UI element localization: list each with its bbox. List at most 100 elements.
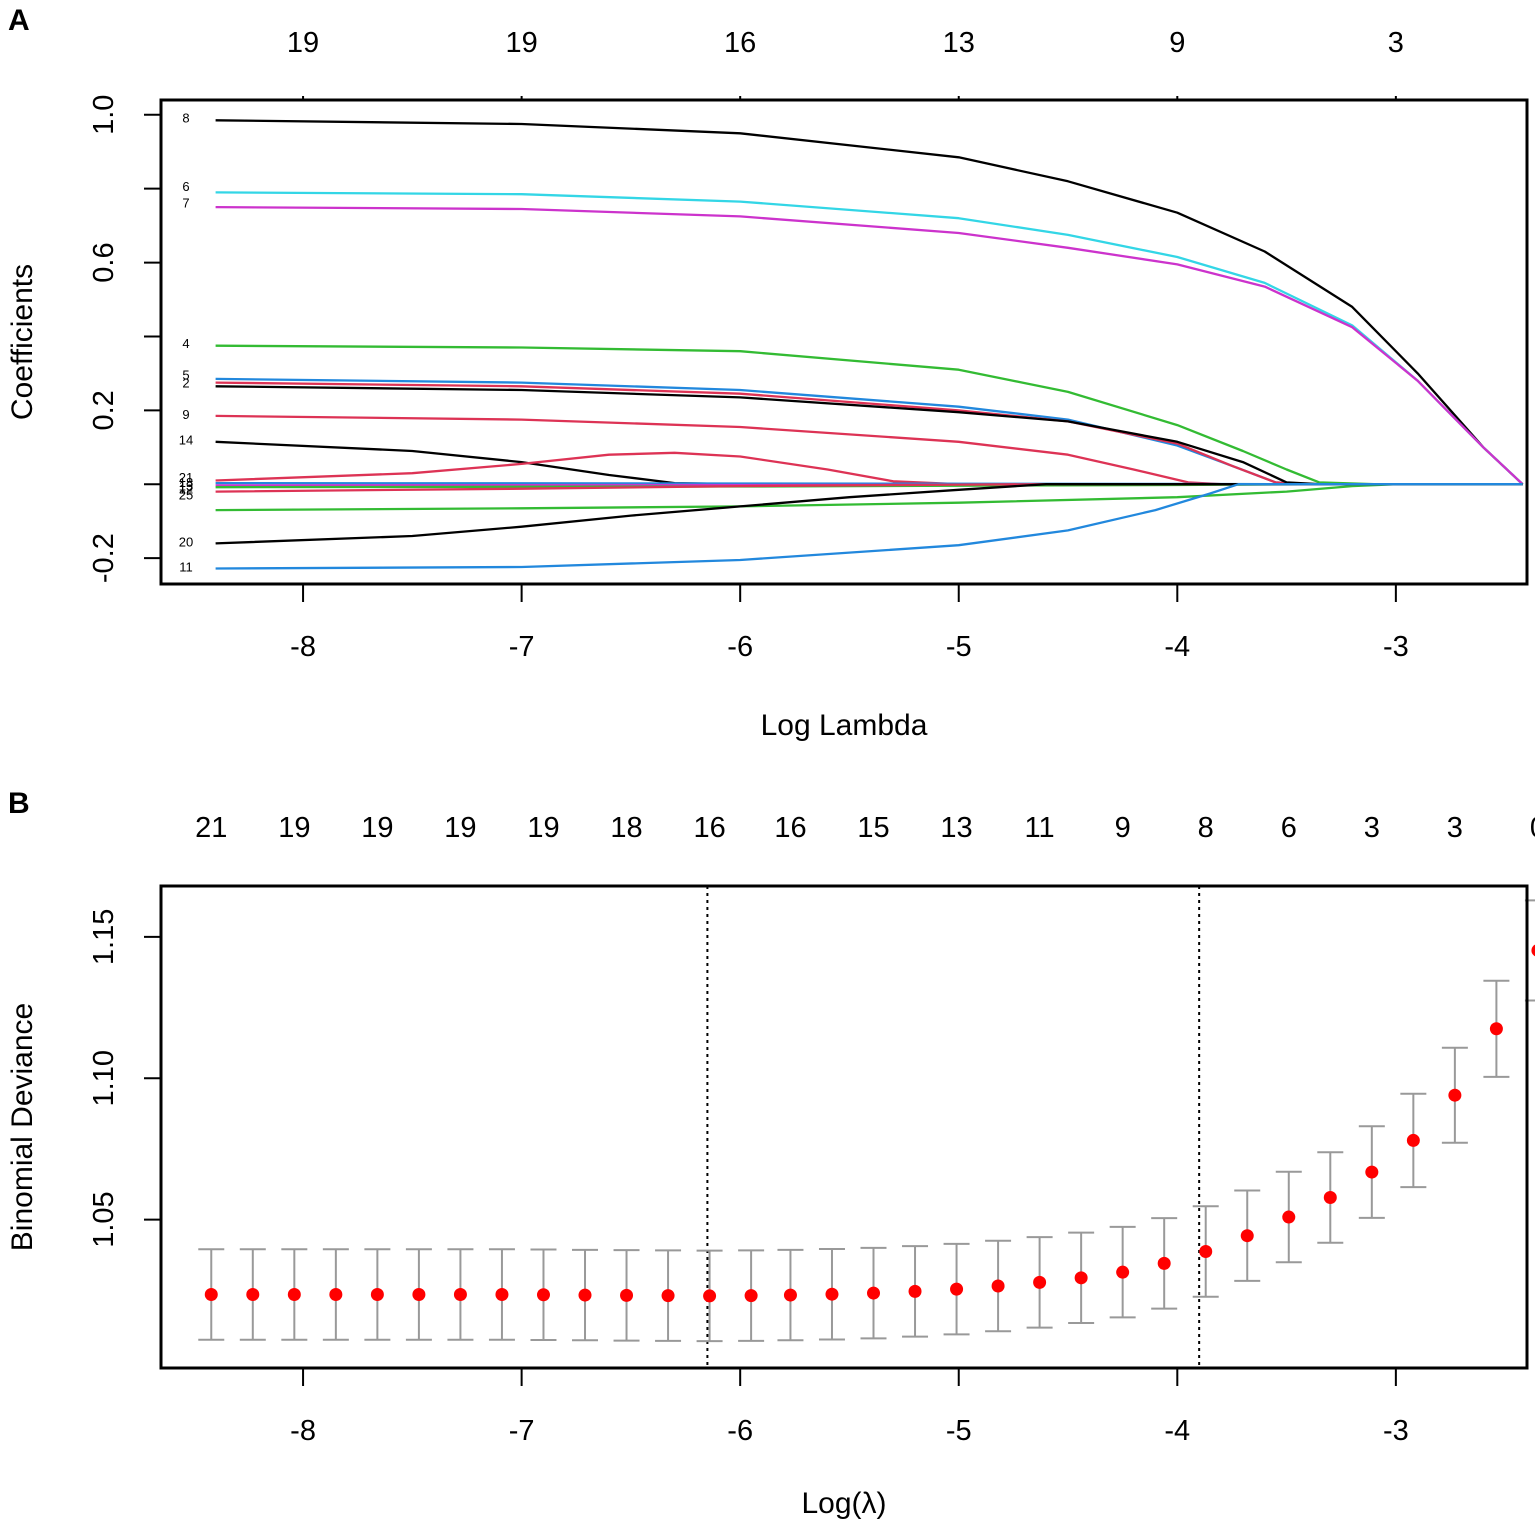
coefficient-path-4 xyxy=(215,344,1523,486)
panel-b-y-axis-title: Binomial Deviance xyxy=(6,1003,39,1251)
deviance-point xyxy=(1074,1271,1088,1285)
coefficient-path-6 xyxy=(215,191,1524,486)
panel-a-y-tick-label: 0.6 xyxy=(88,242,120,282)
panel-a-x-tick-label: -7 xyxy=(509,631,535,663)
panel-a-y-tick-label: -0.2 xyxy=(88,533,120,583)
panel-b-cross-validation: B -8 -7 -6 -5 -4 -3 21 19 19 19 19 18 16 16 15 13 11 9 8 6… xyxy=(6,787,1535,1520)
panel-a-label: A xyxy=(8,4,30,37)
coefficient-path-label-9: 9 xyxy=(182,407,189,422)
panel-a-y-tick-label: 0.2 xyxy=(88,390,120,430)
coefficient-path-5 xyxy=(215,377,1523,486)
lambda-reference-lines xyxy=(706,886,1201,1368)
coefficient-path-21 xyxy=(215,451,1523,486)
deviance-points xyxy=(204,944,1535,1303)
coefficient-path-label-7: 7 xyxy=(182,195,189,210)
coefficient-path-label-20: 20 xyxy=(179,534,193,549)
panel-b-top-tick-label: 8 xyxy=(1198,812,1214,844)
deviance-point xyxy=(1282,1210,1296,1224)
deviance-point xyxy=(1531,944,1535,957)
panel-b-x-axis: -8 -7 -6 -5 -4 -3 xyxy=(290,1367,1409,1447)
deviance-point xyxy=(1157,1256,1171,1270)
deviance-point xyxy=(703,1289,717,1303)
panel-b-plot-frame xyxy=(159,884,1529,1370)
panel-b-top-tick-label: 9 xyxy=(1115,812,1131,844)
coefficient-path-8 xyxy=(215,119,1524,486)
deviance-point xyxy=(370,1287,384,1301)
coefficient-path-label-12: 12 xyxy=(179,481,193,496)
panel-b-x-tick-label: -6 xyxy=(727,1415,753,1447)
panel-b-x-tick-label: -5 xyxy=(946,1415,972,1447)
panel-b-top-tick-label: 19 xyxy=(527,812,559,844)
panel-a-top-axis: 19 19 16 13 9 3 xyxy=(287,27,1404,101)
panel-b-top-tick-label: 11 xyxy=(1025,812,1055,844)
deviance-point xyxy=(1406,1133,1420,1147)
coefficient-path-label-8: 8 xyxy=(182,110,189,125)
panel-b-x-tick-label: -7 xyxy=(509,1415,535,1447)
panel-a-x-tick-label: -4 xyxy=(1164,631,1190,663)
deviance-point xyxy=(1365,1165,1379,1179)
deviance-point xyxy=(1448,1088,1462,1102)
panel-a-top-tick-label: 16 xyxy=(724,27,756,59)
coefficient-path-label-2: 2 xyxy=(182,376,189,391)
panel-a-x-axis-title: Log Lambda xyxy=(761,709,928,742)
panel-b-x-tick-label: -4 xyxy=(1164,1415,1190,1447)
panel-a-top-tick-label: 19 xyxy=(287,27,319,59)
coefficient-path-label-25: 25 xyxy=(179,487,193,502)
deviance-point xyxy=(1033,1275,1047,1289)
deviance-point xyxy=(412,1287,426,1301)
panel-b-top-tick-label: 15 xyxy=(857,812,889,844)
panel-a-top-tick-label: 3 xyxy=(1388,27,1404,59)
deviance-point xyxy=(1323,1191,1337,1205)
deviance-point xyxy=(1116,1265,1130,1279)
panel-a-y-axis-title: Coefficients xyxy=(6,264,39,420)
panel-a-y-tick-label: 1.0 xyxy=(88,95,120,135)
panel-a-top-tick-label: 9 xyxy=(1169,27,1185,59)
panel-b-top-tick-label: 18 xyxy=(610,812,642,844)
panel-b-top-tick-label: 0 xyxy=(1530,812,1535,844)
deviance-point xyxy=(329,1287,343,1301)
panel-a-x-axis: -8 -7 -6 -5 -4 -3 xyxy=(290,583,1409,663)
coefficient-path-label-21: 21 xyxy=(179,470,193,485)
coefficient-path-lines xyxy=(215,119,1524,570)
coefficient-path-11 xyxy=(215,483,1523,570)
panel-a-top-tick-label: 13 xyxy=(943,27,975,59)
coefficient-path-label-11: 11 xyxy=(179,559,193,574)
deviance-point xyxy=(1199,1245,1213,1259)
panel-b-top-tick-label: 19 xyxy=(361,812,393,844)
panel-a-top-tick-label: 19 xyxy=(505,27,537,59)
coefficient-path-label-18: 18 xyxy=(179,475,193,490)
coefficient-path-label-4: 4 xyxy=(182,336,189,351)
panel-b-top-tick-label: 3 xyxy=(1364,812,1380,844)
panel-a-x-tick-label: -3 xyxy=(1383,631,1409,663)
panel-b-x-axis-title: Log(λ) xyxy=(801,1487,886,1520)
panel-b-top-tick-label: 16 xyxy=(774,812,806,844)
coefficient-path-20 xyxy=(215,483,1523,545)
panel-b-top-tick-label: 19 xyxy=(444,812,476,844)
panel-a-plot-frame xyxy=(159,98,1529,586)
coefficient-path-7 xyxy=(215,205,1524,486)
deviance-point xyxy=(620,1288,634,1302)
coefficient-path-2 xyxy=(215,381,1523,486)
deviance-point xyxy=(908,1284,922,1298)
deviance-point xyxy=(495,1287,509,1301)
panel-b-label: B xyxy=(8,787,30,820)
panel-a-x-tick-label: -8 xyxy=(290,631,316,663)
coefficient-path-label-6: 6 xyxy=(182,179,189,194)
deviance-point xyxy=(661,1289,675,1303)
deviance-point xyxy=(744,1289,758,1303)
panel-b-top-tick-label: 19 xyxy=(278,812,310,844)
deviance-point xyxy=(204,1287,218,1301)
deviance-point xyxy=(536,1288,550,1302)
panel-b-top-tick-label: 6 xyxy=(1281,812,1297,844)
deviance-point xyxy=(246,1287,260,1301)
deviance-point xyxy=(1240,1229,1254,1243)
deviance-error-bars xyxy=(198,899,1535,1343)
panel-b-top-tick-label: 3 xyxy=(1447,812,1463,844)
panel-b-top-tick-label: 13 xyxy=(940,812,972,844)
panel-a-x-tick-label: -6 xyxy=(727,631,753,663)
panel-a-x-tick-label: -5 xyxy=(946,631,972,663)
deviance-point xyxy=(578,1288,592,1302)
panel-b-top-tick-label: 21 xyxy=(195,812,227,844)
